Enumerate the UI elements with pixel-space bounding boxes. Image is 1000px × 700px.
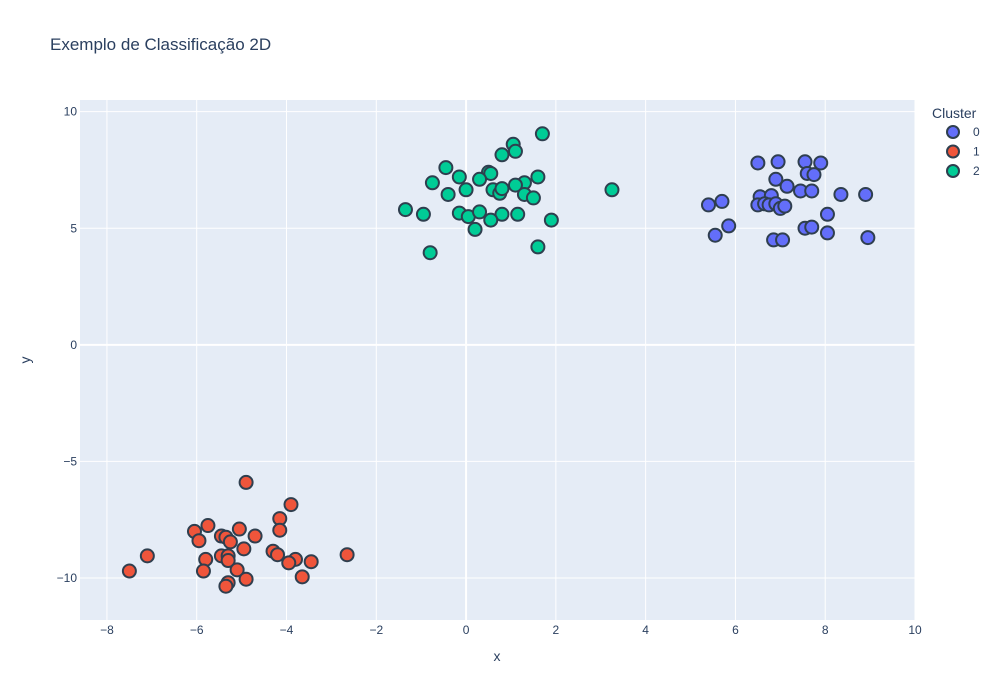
data-point[interactable] bbox=[804, 219, 820, 235]
data-point[interactable] bbox=[397, 202, 413, 218]
series-0 bbox=[700, 154, 876, 248]
data-point[interactable] bbox=[415, 206, 431, 222]
data-point[interactable] bbox=[191, 533, 207, 549]
data-point[interactable] bbox=[440, 186, 456, 202]
legend-marker[interactable] bbox=[946, 164, 960, 178]
x-tick-label: −8 bbox=[100, 623, 114, 637]
data-point[interactable] bbox=[860, 230, 876, 246]
legend-title: Cluster bbox=[932, 105, 977, 121]
y-tick-label: −5 bbox=[63, 454, 77, 468]
data-point[interactable] bbox=[438, 160, 454, 176]
data-point[interactable] bbox=[721, 218, 737, 234]
data-point[interactable] bbox=[768, 171, 784, 187]
x-tick-label: −2 bbox=[369, 623, 383, 637]
data-point[interactable] bbox=[283, 497, 299, 513]
data-point[interactable] bbox=[813, 155, 829, 171]
data-point[interactable] bbox=[530, 169, 546, 185]
data-point[interactable] bbox=[806, 167, 822, 183]
data-point[interactable] bbox=[707, 227, 723, 243]
x-tick-label: 4 bbox=[642, 623, 649, 637]
data-point[interactable] bbox=[779, 178, 795, 194]
data-point[interactable] bbox=[424, 175, 440, 191]
data-point[interactable] bbox=[534, 126, 550, 142]
data-point[interactable] bbox=[121, 563, 137, 579]
data-point[interactable] bbox=[530, 239, 546, 255]
data-point[interactable] bbox=[483, 212, 499, 228]
data-point[interactable] bbox=[510, 206, 526, 222]
data-point[interactable] bbox=[700, 197, 716, 213]
data-point[interactable] bbox=[770, 154, 786, 170]
legend-marker[interactable] bbox=[946, 144, 960, 159]
data-point[interactable] bbox=[281, 555, 297, 571]
legend-label[interactable]: 1 bbox=[973, 145, 980, 159]
data-point[interactable] bbox=[451, 169, 467, 185]
data-point[interactable] bbox=[472, 204, 488, 220]
data-point[interactable] bbox=[507, 143, 523, 159]
data-point[interactable] bbox=[339, 547, 355, 563]
data-point[interactable] bbox=[804, 183, 820, 199]
x-tick-label: 0 bbox=[463, 623, 470, 637]
x-tick-label: −4 bbox=[280, 623, 294, 637]
data-point[interactable] bbox=[272, 522, 288, 538]
data-points bbox=[121, 126, 876, 594]
data-point[interactable] bbox=[472, 171, 488, 187]
data-point[interactable] bbox=[819, 206, 835, 222]
legend-label[interactable]: 2 bbox=[973, 164, 980, 178]
x-tick-label: −6 bbox=[190, 623, 204, 637]
data-point[interactable] bbox=[494, 206, 510, 222]
data-point[interactable] bbox=[494, 181, 510, 197]
legend-marker[interactable] bbox=[946, 125, 960, 139]
x-tick-label: 10 bbox=[908, 623, 922, 637]
data-point[interactable] bbox=[200, 518, 216, 534]
data-point[interactable] bbox=[218, 578, 234, 594]
data-point[interactable] bbox=[238, 571, 254, 587]
data-point[interactable] bbox=[231, 521, 247, 537]
data-point[interactable] bbox=[229, 562, 245, 578]
data-point[interactable] bbox=[422, 245, 438, 261]
data-point[interactable] bbox=[222, 534, 238, 550]
y-tick-label: 10 bbox=[64, 105, 78, 119]
chart-title: Exemplo de Classificação 2D bbox=[50, 35, 271, 54]
y-tick-label: −10 bbox=[57, 571, 78, 585]
data-point[interactable] bbox=[236, 541, 252, 557]
y-tick-labels: −10 −5 0 5 10 bbox=[57, 105, 78, 585]
data-point[interactable] bbox=[775, 232, 791, 248]
data-point[interactable] bbox=[483, 165, 499, 181]
data-point[interactable] bbox=[195, 563, 211, 579]
x-axis-title: x bbox=[494, 648, 501, 664]
data-point[interactable] bbox=[819, 225, 835, 241]
data-point[interactable] bbox=[750, 155, 766, 171]
data-point[interactable] bbox=[525, 190, 541, 206]
data-point[interactable] bbox=[858, 186, 874, 202]
y-tick-label: 5 bbox=[70, 221, 77, 235]
data-point[interactable] bbox=[270, 547, 286, 563]
x-tick-label: 8 bbox=[822, 623, 829, 637]
data-point[interactable] bbox=[714, 193, 730, 209]
y-tick-label: 0 bbox=[70, 338, 77, 352]
data-point[interactable] bbox=[467, 221, 483, 237]
data-point[interactable] bbox=[833, 186, 849, 202]
data-point[interactable] bbox=[494, 147, 510, 163]
data-point[interactable] bbox=[220, 553, 236, 569]
data-point[interactable] bbox=[303, 554, 319, 570]
data-point[interactable] bbox=[294, 569, 310, 585]
data-point[interactable] bbox=[543, 212, 559, 228]
y-axis-title: y bbox=[17, 357, 33, 364]
data-point[interactable] bbox=[507, 177, 523, 193]
legend: Cluster 0 1 2 bbox=[932, 105, 980, 178]
series-1 bbox=[121, 474, 355, 594]
x-tick-label: 6 bbox=[732, 623, 739, 637]
series-2 bbox=[397, 126, 620, 261]
data-point[interactable] bbox=[604, 182, 620, 198]
x-tick-labels: −8 −6 −4 −2 0 2 4 6 8 10 bbox=[100, 623, 922, 637]
data-point[interactable] bbox=[238, 474, 254, 490]
x-tick-label: 2 bbox=[553, 623, 560, 637]
data-point[interactable] bbox=[458, 182, 474, 198]
legend-label[interactable]: 0 bbox=[973, 125, 980, 139]
data-point[interactable] bbox=[777, 198, 793, 214]
gridlines bbox=[80, 100, 916, 620]
data-point[interactable] bbox=[139, 548, 155, 564]
data-point[interactable] bbox=[247, 528, 263, 544]
